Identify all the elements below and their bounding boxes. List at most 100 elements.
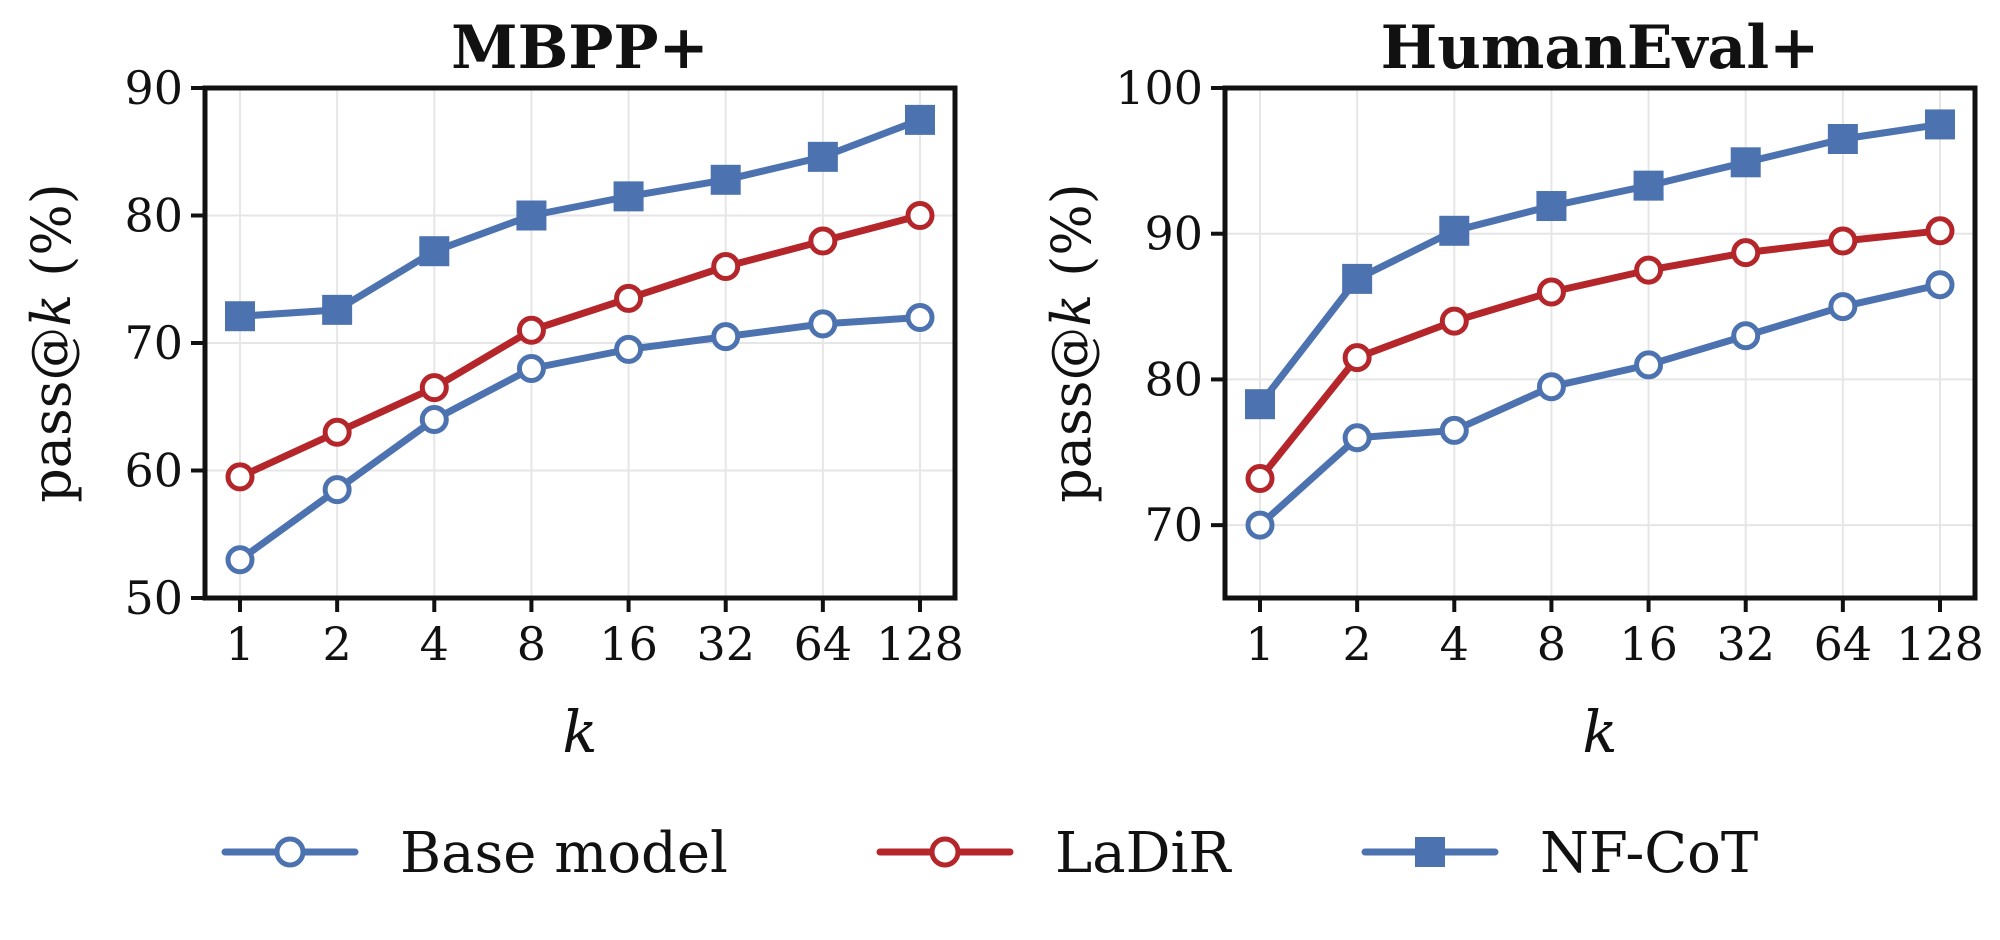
y-tick-label: 80 <box>124 189 183 243</box>
data-point-circle <box>322 417 352 447</box>
x-tick-label: 2 <box>1343 617 1372 671</box>
data-point-circle <box>1245 464 1275 494</box>
chart-title: HumanEval+ <box>1381 13 1820 83</box>
legend-label: LaDiR <box>1055 821 1232 886</box>
y-tick-label: 60 <box>124 444 183 498</box>
data-point-square <box>710 164 741 195</box>
data-point-circle <box>1925 216 1955 246</box>
x-axis-label: k <box>1582 698 1617 766</box>
y-axis-label-prefix: pass@ <box>1040 327 1103 503</box>
data-point-circle <box>905 201 935 230</box>
data-point-circle <box>1828 226 1858 256</box>
x-tick-label: 64 <box>1814 617 1873 671</box>
data-point-square <box>419 236 450 267</box>
data-point-circle <box>322 475 352 505</box>
data-point-circle <box>1536 277 1566 307</box>
y-axis-label-variable: k <box>20 294 83 327</box>
data-point-circle <box>1245 510 1275 540</box>
data-point-circle <box>1439 306 1469 336</box>
data-point-circle <box>516 315 546 345</box>
series-line-2 <box>1256 227 1944 483</box>
x-tick-label: 1 <box>225 617 254 671</box>
legend-entry-1: Base model <box>221 821 728 886</box>
data-point-circle <box>905 303 935 332</box>
x-tick-label: 32 <box>1716 617 1775 671</box>
y-axis-label-variable: k <box>1040 294 1103 327</box>
y-tick-label: 50 <box>124 571 183 625</box>
series-line-1 <box>1256 281 1944 529</box>
y-axis-label: pass@k (%) <box>1040 183 1103 503</box>
data-point-circle <box>614 283 644 313</box>
x-tick-label: 2 <box>323 617 352 671</box>
data-point-square <box>613 181 644 212</box>
data-point-circle <box>1925 270 1955 300</box>
data-point-square <box>1245 389 1275 420</box>
x-tick-label: 4 <box>420 617 449 671</box>
data-point-square <box>807 141 838 172</box>
legend-label: NF-CoT <box>1540 821 1758 886</box>
y-axis-label: pass@k (%) <box>20 183 83 503</box>
data-point-circle <box>1634 350 1664 380</box>
data-point-square <box>1342 263 1373 294</box>
data-point-square <box>905 104 935 135</box>
data-point-circle <box>1536 372 1566 402</box>
data-point-square <box>225 301 255 332</box>
data-point-square <box>1536 191 1567 222</box>
legend-label: Base model <box>400 821 728 886</box>
data-point-square <box>322 294 353 325</box>
data-point-square <box>1925 109 1955 140</box>
data-point-circle <box>614 334 644 364</box>
data-point-circle <box>225 545 255 575</box>
x-tick-label: 128 <box>1896 617 1984 671</box>
x-tick-label: 16 <box>1619 617 1678 671</box>
y-tick-label: 70 <box>1144 498 1203 552</box>
plot-frame <box>1222 85 1978 601</box>
y-tick-label: 90 <box>1144 207 1203 261</box>
data-point-circle <box>1439 415 1469 445</box>
y-axis-label-prefix: pass@ <box>20 327 83 503</box>
data-point-circle <box>225 462 255 492</box>
x-tick-label: 32 <box>696 617 755 671</box>
legend-marker-circle <box>929 836 961 868</box>
data-point-circle <box>1342 423 1372 453</box>
x-tick-label: 64 <box>794 617 853 671</box>
chart-title: MBPP+ <box>451 13 709 83</box>
data-point-circle <box>1828 292 1858 322</box>
series-line-2 <box>236 212 924 481</box>
data-point-circle <box>808 309 838 339</box>
data-point-circle <box>808 226 838 256</box>
data-point-circle <box>419 405 449 434</box>
series-line-3 <box>236 116 924 320</box>
data-point-circle <box>516 354 546 383</box>
data-point-circle <box>1731 321 1761 351</box>
data-point-circle <box>1634 255 1664 285</box>
x-tick-label: 4 <box>1440 617 1469 671</box>
x-tick-label: 128 <box>876 617 964 671</box>
y-tick-label: 100 <box>1115 61 1203 115</box>
legend-entry-3: NF-CoT <box>1361 821 1758 886</box>
data-point-square <box>1439 215 1470 246</box>
legend-entry-2: LaDiR <box>876 821 1232 886</box>
y-tick-label: 80 <box>1144 352 1203 406</box>
data-point-square <box>1730 147 1761 178</box>
x-tick-label: 8 <box>1537 617 1566 671</box>
x-tick-label: 1 <box>1245 617 1274 671</box>
data-point-square <box>516 200 547 231</box>
data-point-circle <box>1342 343 1372 373</box>
y-axis-label-suffix: (%) <box>1040 183 1103 294</box>
data-point-circle <box>711 322 741 352</box>
series-line-1 <box>236 314 924 564</box>
x-tick-label: 8 <box>517 617 546 671</box>
legend-marker-circle <box>274 836 306 868</box>
x-tick-label: 16 <box>599 617 658 671</box>
legend: Base model LaDiR NF-CoT <box>221 821 1758 886</box>
y-tick-label: 90 <box>124 61 183 115</box>
legend-marker-square <box>1415 837 1445 867</box>
data-point-square <box>1633 170 1664 201</box>
data-point-circle <box>419 373 449 403</box>
y-tick-label: 70 <box>124 316 183 370</box>
series-line-3 <box>1256 120 1944 408</box>
